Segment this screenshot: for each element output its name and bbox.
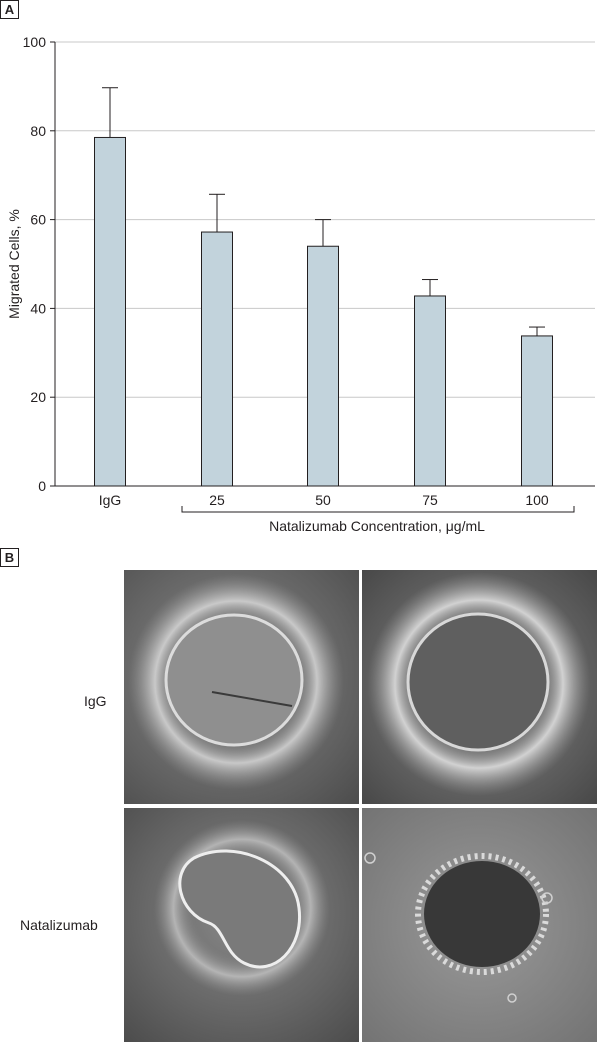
bar [201, 231, 233, 487]
x-tick-label: IgG [99, 492, 122, 508]
x-tick-label: 75 [422, 492, 438, 508]
panel-b-label: B [0, 548, 19, 567]
error-bars [102, 87, 545, 336]
y-ticks: 0 20 40 60 80 100 [23, 34, 55, 494]
y-tick-label: 100 [23, 34, 47, 50]
bars [94, 136, 553, 487]
bar [521, 335, 553, 487]
micrograph-igg-1 [124, 570, 359, 804]
bar [94, 136, 126, 487]
bar [414, 295, 446, 487]
x-ticks: IgG 25 50 75 100 [99, 492, 549, 508]
y-tick-label: 60 [30, 212, 46, 228]
micrograph-natalizumab-2 [362, 808, 597, 1042]
y-tick-label: 80 [30, 123, 46, 139]
micrograph-natalizumab-1 [124, 808, 359, 1042]
y-axis-title: Migrated Cells, % [6, 209, 22, 319]
y-tick-label: 20 [30, 389, 46, 405]
panel-a-label: A [0, 0, 19, 19]
x-tick-label: 25 [209, 492, 225, 508]
row-label-igg: IgG [84, 693, 107, 709]
x-axis-title: Natalizumab Concentration, μg/mL [269, 518, 485, 534]
row-label-natalizumab: Natalizumab [20, 917, 98, 933]
bar-chart: 0 20 40 60 80 100 IgG 25 50 75 100 Natalizumab Co… [6, 34, 595, 534]
axes [54, 42, 595, 487]
micrograph-igg-2 [362, 570, 597, 804]
bar [307, 245, 339, 487]
y-tick-label: 0 [38, 478, 46, 494]
concentration-bracket [181, 506, 575, 513]
x-tick-label: 50 [315, 492, 331, 508]
micrograph-grid [124, 570, 598, 1042]
y-tick-label: 40 [30, 300, 46, 316]
x-tick-label: 100 [525, 492, 549, 508]
